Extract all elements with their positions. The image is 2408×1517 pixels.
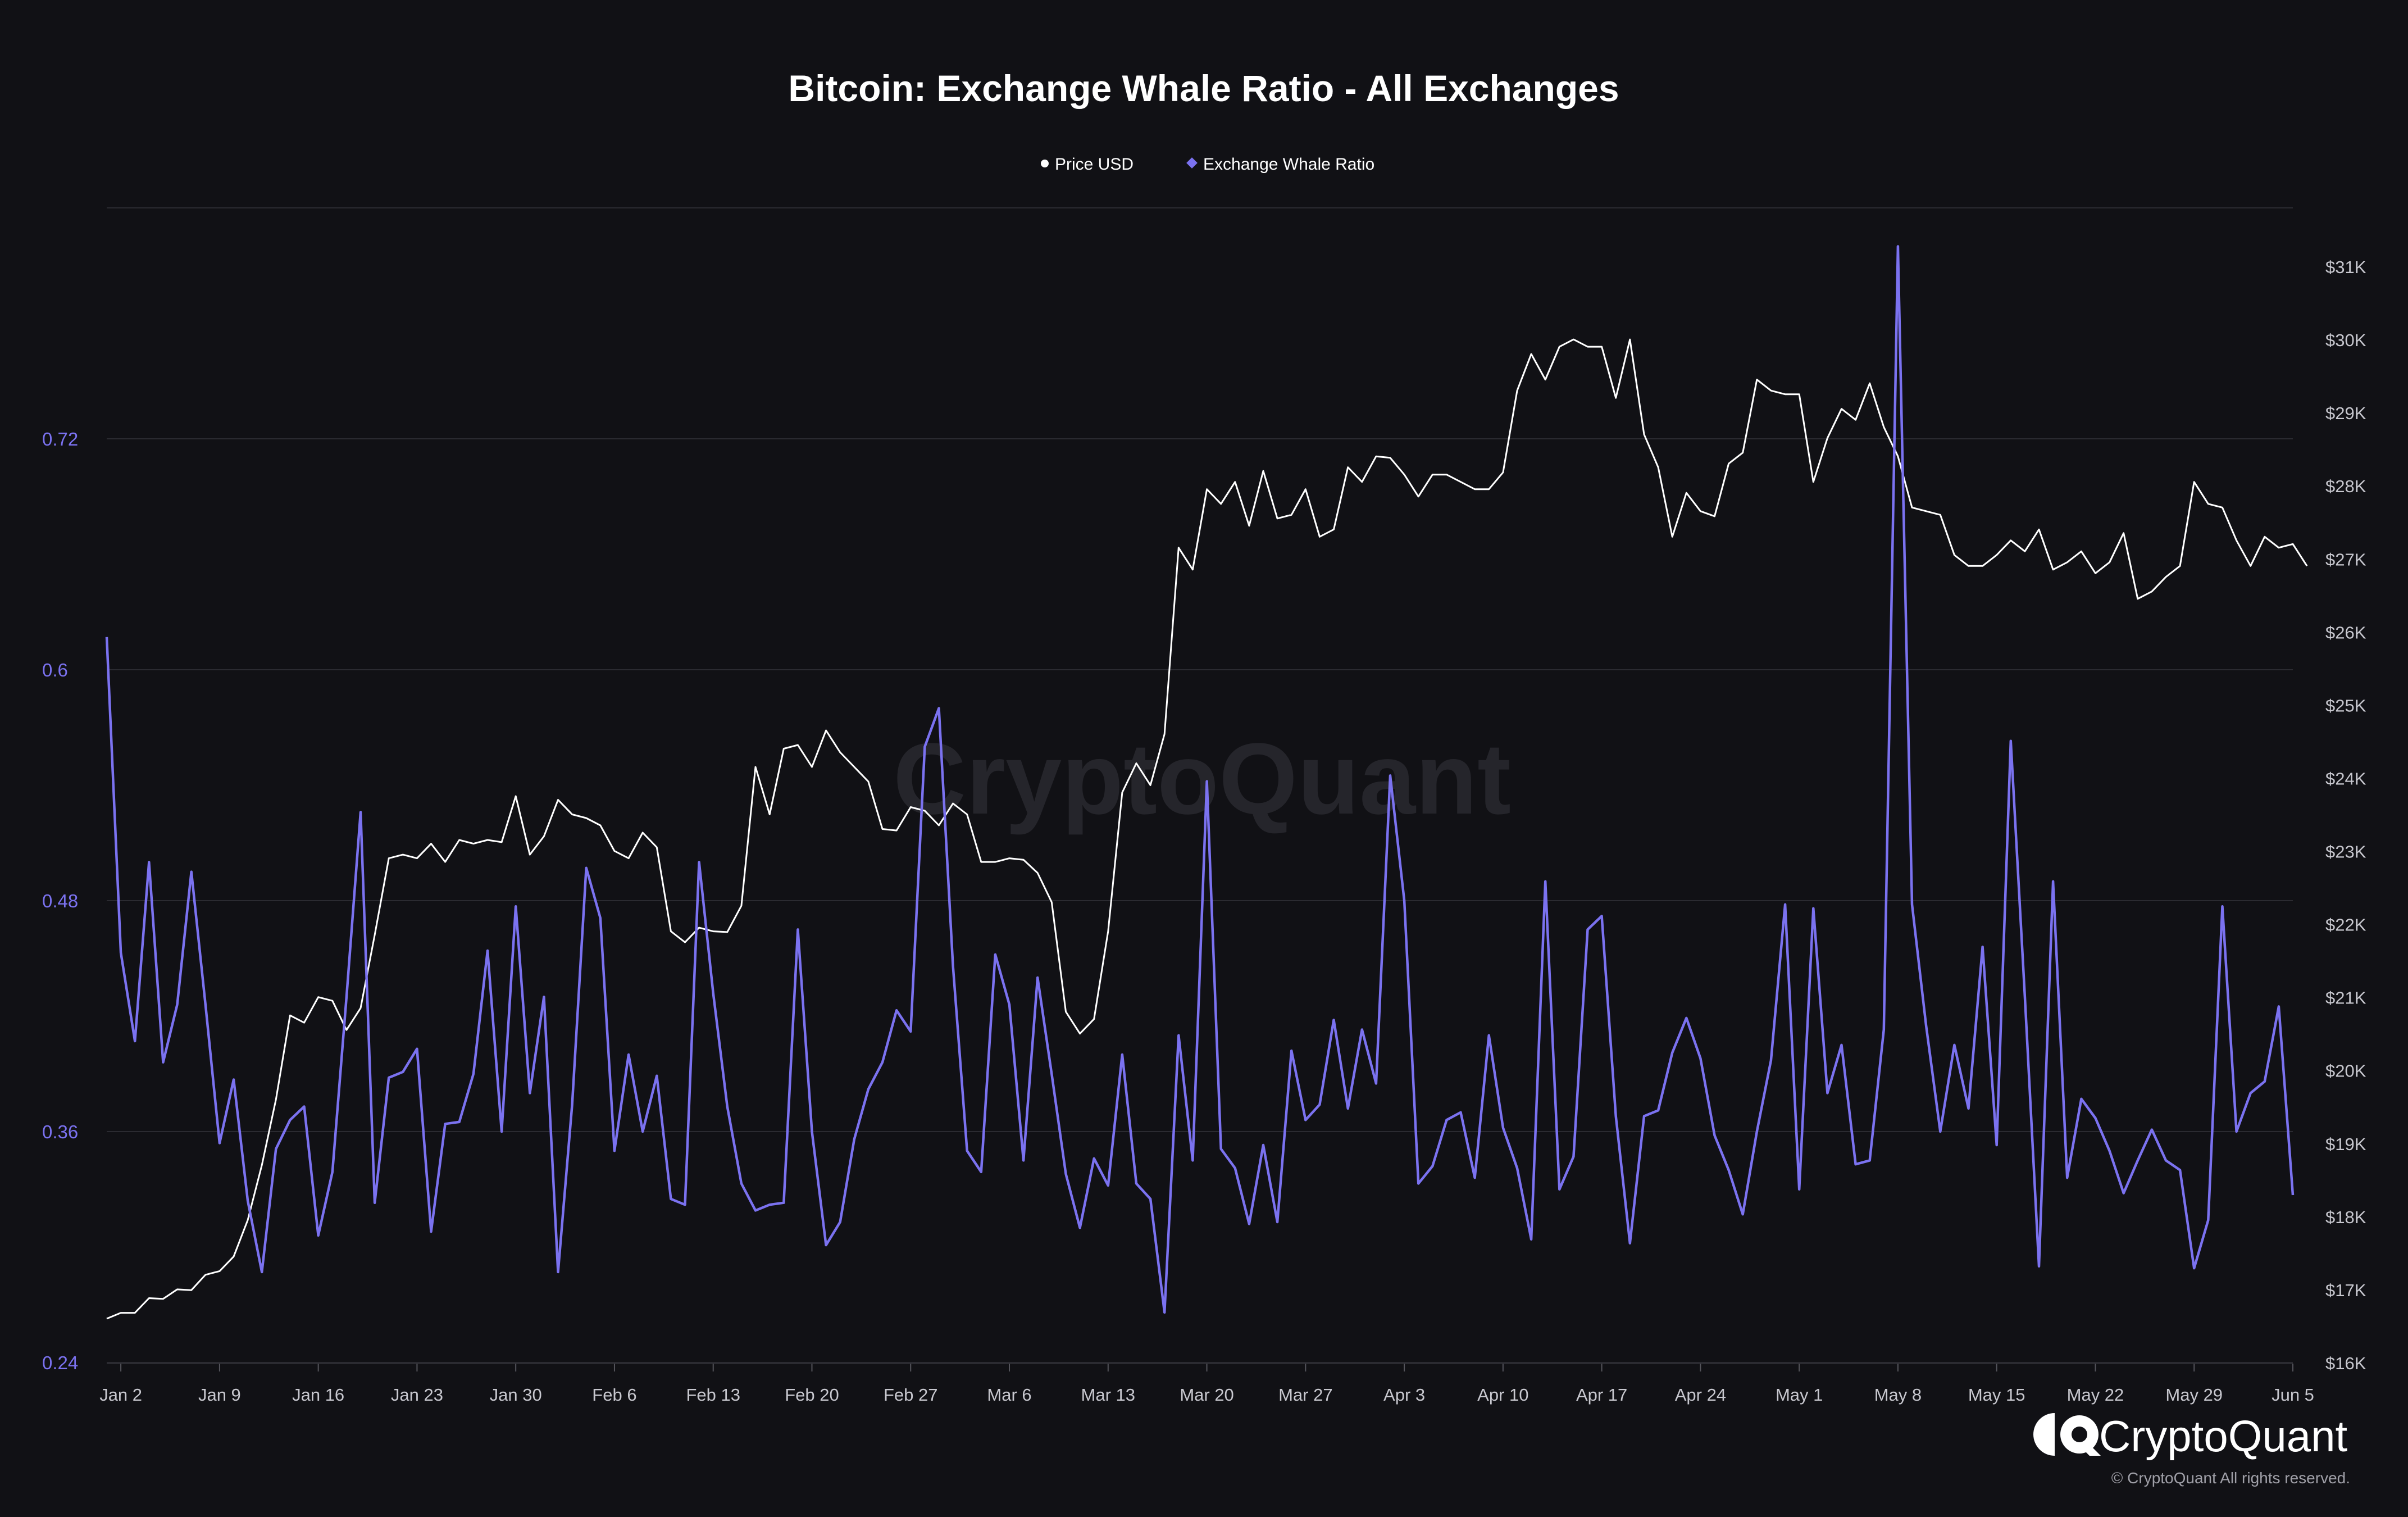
right-axis-tick-label-3: $19K — [2325, 1134, 2366, 1154]
cryptoquant-logo: CryptoQuant — [2033, 1411, 2348, 1461]
x-axis-tick-label-14: Apr 10 — [1477, 1385, 1528, 1405]
x-axis-tick-label-4: Jan 30 — [490, 1385, 542, 1405]
x-axis-tick-label-18: May 8 — [1874, 1385, 1922, 1405]
x-axis-tick-label-16: Apr 24 — [1675, 1385, 1726, 1405]
x-axis-tick-label-7: Feb 20 — [785, 1385, 839, 1405]
legend-diamond-icon — [1186, 157, 1198, 169]
x-axis-tick-label-10: Mar 13 — [1081, 1385, 1135, 1405]
x-axis-tick-label-12: Mar 27 — [1278, 1385, 1332, 1405]
x-axis-tick-label-21: May 29 — [2165, 1385, 2223, 1405]
right-axis-tick-label-4: $20K — [2325, 1061, 2366, 1081]
right-axis-tick-label-14: $30K — [2325, 330, 2366, 350]
legend-item-whale-ratio[interactable]: Exchange Whale Ratio — [1186, 155, 1374, 174]
x-axis-tick-label-22: Jun 5 — [2272, 1385, 2314, 1405]
x-axis-tick-label-8: Feb 27 — [884, 1385, 938, 1405]
right-axis-tick-label-7: $23K — [2325, 842, 2366, 862]
right-axis-tick-label-5: $21K — [2325, 988, 2366, 1008]
left-axis-tick-label-3: 0.6 — [42, 660, 68, 680]
right-axis-tick-label-11: $27K — [2325, 549, 2366, 569]
right-axis: $16K $17K $18K $19K $20K $21K $22K $23K $24K $25K… — [2325, 257, 2366, 1373]
x-axis-tick-label-17: May 1 — [1776, 1385, 1823, 1405]
x-axis: Jan 2 Jan 9 Jan 16 Jan 23 Jan 30 Feb 6 Feb 13 F… — [99, 1363, 2314, 1405]
left-axis-tick-label-0: 0.24 — [42, 1352, 78, 1373]
right-axis-tick-label-9: $25K — [2325, 696, 2366, 715]
x-axis-tick-label-20: May 22 — [2067, 1385, 2124, 1405]
x-axis-tick-label-11: Mar 20 — [1180, 1385, 1233, 1405]
legend: Price USD Exchange Whale Ratio — [1041, 155, 1374, 174]
right-axis-tick-label-13: $29K — [2325, 403, 2366, 423]
cryptoquant-logo-icon — [2033, 1413, 2101, 1456]
chart-title: Bitcoin: Exchange Whale Ratio - All Exch… — [788, 67, 1619, 109]
right-axis-tick-label-0: $16K — [2325, 1354, 2366, 1373]
copyright-text: © CryptoQuant All rights reserved. — [2111, 1469, 2350, 1487]
x-axis-tick-label-15: Apr 17 — [1576, 1385, 1627, 1405]
x-axis-tick-label-2: Jan 16 — [292, 1385, 344, 1405]
x-axis-tick-label-0: Jan 2 — [99, 1385, 142, 1405]
legend-label-price: Price USD — [1055, 155, 1134, 174]
legend-item-price[interactable]: Price USD — [1041, 155, 1134, 174]
whale-ratio-series-line — [105, 245, 2295, 1314]
logo-text: CryptoQuant — [2099, 1411, 2348, 1461]
legend-label-whale-ratio: Exchange Whale Ratio — [1203, 155, 1374, 174]
left-axis-tick-label-1: 0.36 — [42, 1121, 78, 1142]
legend-dot-icon — [1041, 160, 1049, 167]
price-series-line — [106, 338, 2308, 1320]
watermark: CryptoQuant — [893, 723, 1511, 835]
right-axis-tick-label-12: $28K — [2325, 476, 2366, 496]
left-axis-tick-label-2: 0.48 — [42, 891, 78, 911]
grid-lines — [107, 207, 2293, 1363]
left-axis-tick-label-4: 0.72 — [42, 429, 78, 449]
x-axis-tick-label-9: Mar 6 — [987, 1385, 1031, 1405]
x-axis-tick-label-5: Feb 6 — [592, 1385, 636, 1405]
right-axis-tick-label-15: $31K — [2325, 257, 2366, 277]
right-axis-tick-label-10: $26K — [2325, 623, 2366, 642]
right-axis-tick-label-1: $17K — [2325, 1280, 2366, 1300]
x-axis-tick-label-1: Jan 9 — [198, 1385, 241, 1405]
x-axis-tick-label-19: May 15 — [1968, 1385, 2025, 1405]
x-axis-tick-label-6: Feb 13 — [686, 1385, 740, 1405]
right-axis-tick-label-2: $18K — [2325, 1207, 2366, 1227]
right-axis-tick-label-6: $22K — [2325, 915, 2366, 935]
right-axis-tick-label-8: $24K — [2325, 769, 2366, 788]
left-axis: 0.24 0.36 0.48 0.6 0.72 — [42, 429, 78, 1373]
x-axis-tick-label-3: Jan 23 — [391, 1385, 443, 1405]
x-axis-tick-label-13: Apr 3 — [1383, 1385, 1425, 1405]
